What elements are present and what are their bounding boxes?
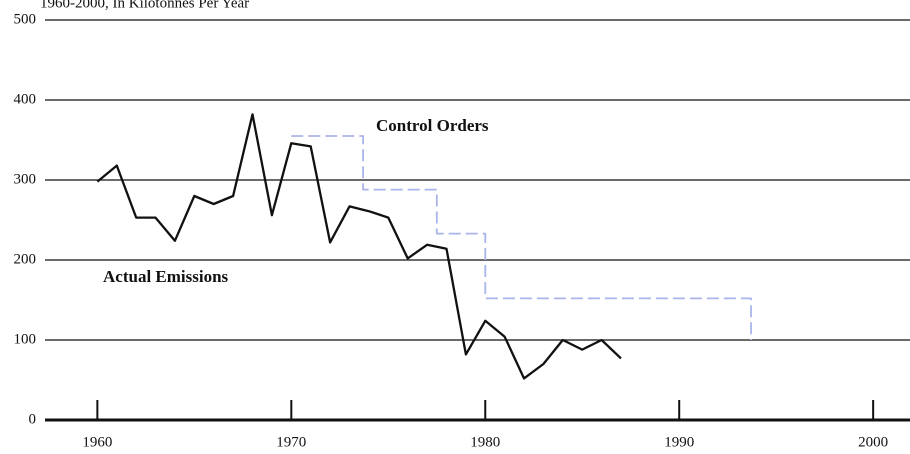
x-tick-label: 2000 [858, 434, 888, 450]
x-tick-label: 1970 [276, 434, 306, 450]
y-tick-label: 300 [14, 171, 37, 187]
y-tick-label: 100 [14, 331, 37, 347]
series-label: Control Orders [376, 116, 489, 135]
y-tick-label: 400 [14, 91, 37, 107]
y-tick-label: 200 [14, 251, 37, 267]
series-line [96, 113, 622, 380]
x-tick-label: 1960 [82, 434, 112, 450]
series-label: Actual Emissions [103, 267, 229, 286]
x-tick-label: 1990 [664, 434, 694, 450]
y-tick-label: 0 [29, 411, 37, 427]
y-tick-label: 500 [14, 11, 37, 27]
chart-subtitle: 1960-2000, In Kilotonnes Per Year [40, 0, 249, 11]
series-line [291, 135, 752, 340]
x-tick-label: 1980 [470, 434, 500, 450]
